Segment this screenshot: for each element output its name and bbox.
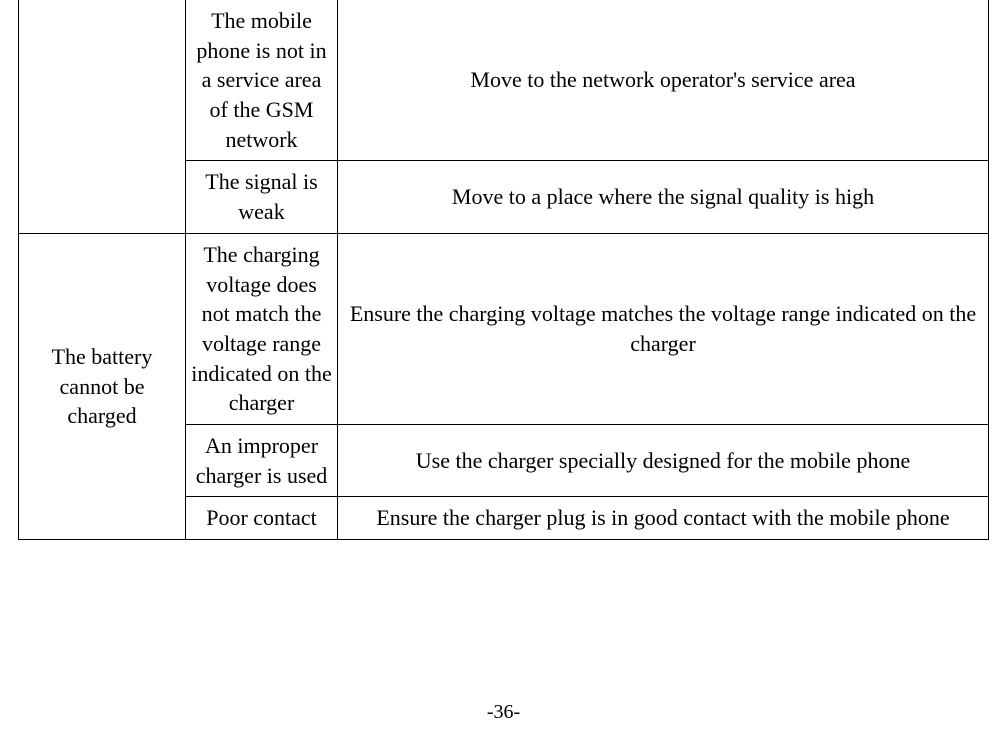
problem-cell	[19, 0, 186, 233]
cause-cell: The mobile phone is not in a service are…	[186, 0, 338, 161]
cause-cell: An improper charger is used	[186, 424, 338, 496]
solution-cell: Move to the network operator's service a…	[338, 0, 989, 161]
cause-cell: The signal is weak	[186, 161, 338, 233]
troubleshoot-table: The mobile phone is not in a service are…	[18, 0, 989, 540]
problem-cell: The battery cannot be charged	[19, 233, 186, 539]
solution-cell: Use the charger specially designed for t…	[338, 424, 989, 496]
solution-cell: Move to a place where the signal quality…	[338, 161, 989, 233]
table-row: The mobile phone is not in a service are…	[19, 0, 989, 161]
cause-cell: Poor contact	[186, 497, 338, 540]
solution-cell: Ensure the charger plug is in good conta…	[338, 497, 989, 540]
table-row: The battery cannot be charged The chargi…	[19, 233, 989, 424]
page-number: -36-	[0, 701, 1007, 724]
cause-cell: The charging voltage does not match the …	[186, 233, 338, 424]
solution-cell: Ensure the charging voltage matches the …	[338, 233, 989, 424]
page: The mobile phone is not in a service are…	[0, 0, 1007, 540]
